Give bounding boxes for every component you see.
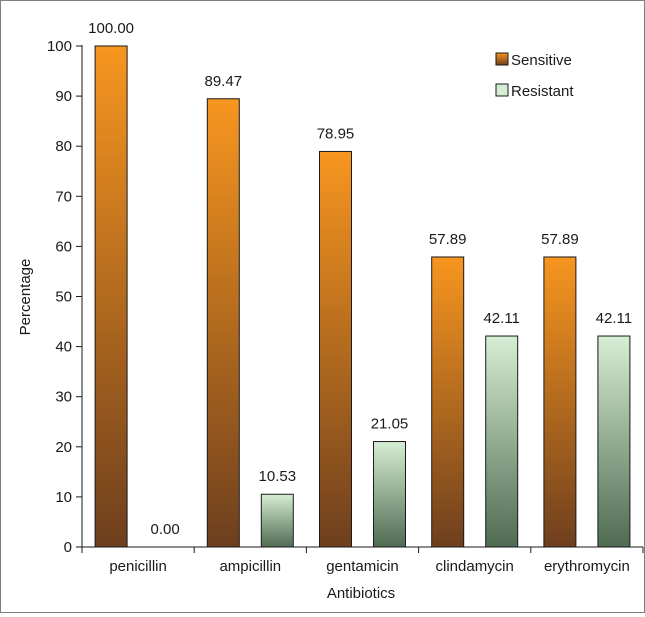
data-label: 42.11: [596, 310, 632, 327]
y-tick-label: 50: [55, 289, 72, 306]
x-tick-label: erythromycin: [544, 558, 630, 575]
legend-label-resistant: Resistant: [511, 83, 574, 100]
x-tick-label: clindamycin: [436, 558, 514, 575]
x-tick-label: gentamicin: [326, 558, 399, 575]
data-label: 57.89: [541, 231, 579, 248]
y-tick-label: 70: [55, 188, 72, 205]
x-tick-label: ampicillin: [219, 558, 281, 575]
bar-resistant-gentamicin: [373, 441, 406, 548]
x-axis-title: Antibiotics: [327, 585, 395, 602]
legend: Sensitive Resistant: [495, 52, 574, 100]
data-label: 42.11: [483, 310, 519, 327]
bar-sensitive-penicillin: [94, 45, 128, 548]
y-tick-label: 90: [55, 88, 72, 105]
bar-resistant-clindamycin: [485, 335, 519, 548]
data-label: 10.53: [259, 468, 297, 485]
y-tick-label: 100: [47, 38, 72, 55]
data-label: 100.00: [88, 20, 134, 37]
data-label: 0.00: [150, 521, 179, 538]
y-tick-label: 30: [55, 389, 72, 406]
y-tick-label: 80: [55, 138, 72, 155]
y-tick-label: 10: [55, 489, 72, 506]
y-tick-label: 0: [64, 539, 72, 556]
bar-sensitive-clindamycin: [431, 256, 465, 548]
bar-resistant-ampicillin: [260, 493, 294, 548]
y-axis-title: Percentage: [17, 259, 34, 336]
bar-sensitive-ampicillin: [206, 98, 240, 548]
y-tick-label: 40: [55, 339, 72, 356]
bar-sensitive-erythromycin: [543, 256, 577, 548]
legend-swatch-sensitive: [495, 52, 509, 66]
y-tick-label: 20: [55, 439, 72, 456]
bar-sensitive-gentamicin: [319, 150, 352, 548]
data-label: 78.95: [317, 125, 355, 142]
x-tick-label: penicillin: [109, 558, 167, 575]
data-label: 57.89: [429, 231, 467, 248]
legend-label-sensitive: Sensitive: [511, 52, 572, 69]
data-label: 89.47: [205, 73, 243, 90]
bar-resistant-erythromycin: [597, 335, 631, 548]
y-tick-label: 60: [55, 238, 72, 255]
data-label: 21.05: [371, 416, 409, 433]
legend-swatch-resistant: [495, 83, 509, 97]
